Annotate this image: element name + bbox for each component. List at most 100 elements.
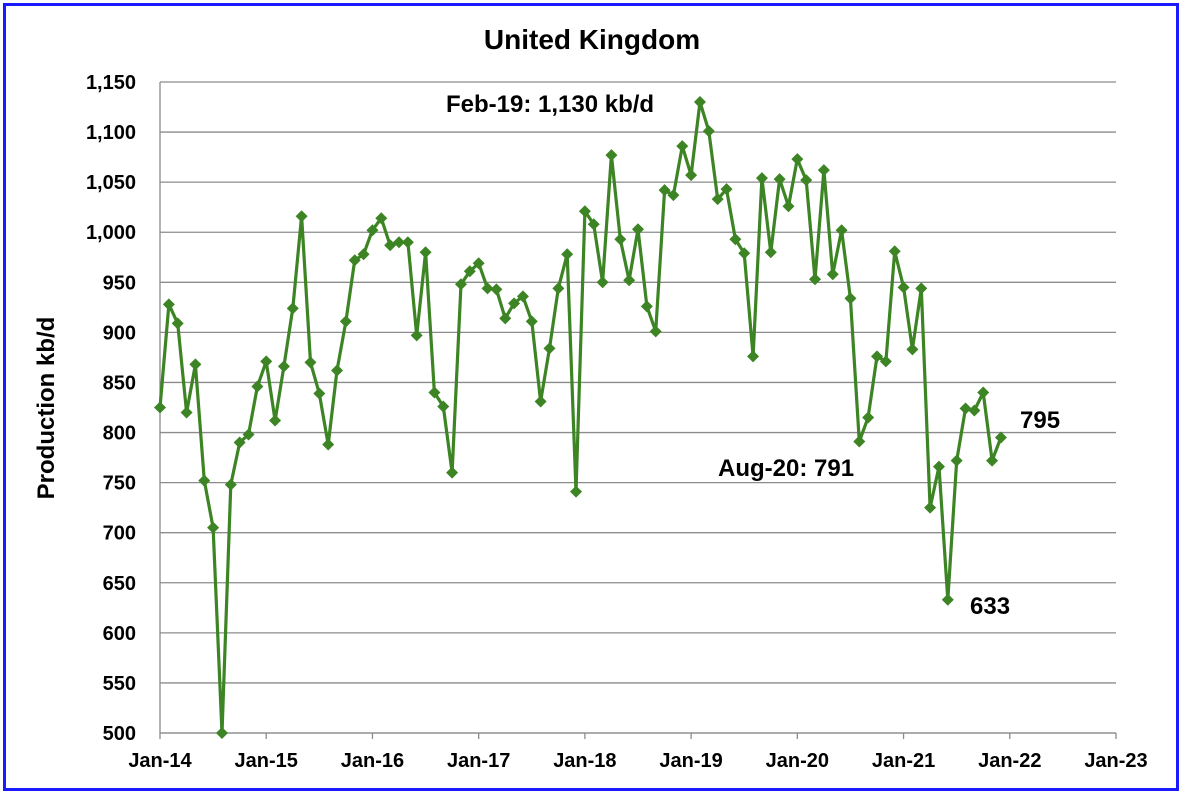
data-point [720,183,733,196]
data-point [614,233,627,246]
x-tick-label: Jan-16 [341,750,404,772]
x-tick-label: Jan-21 [872,750,935,772]
data-point [809,273,822,286]
data-point [738,247,751,260]
data-point [835,224,848,237]
data-point [561,248,574,261]
data-point [525,315,538,328]
data-point [198,474,211,487]
data-point [534,395,547,408]
x-tick-labels: Jan-14 Jan-15 Jan-16 Jan-17 Jan-18 Jan-19 Jan-… [128,750,1147,772]
annotation-aug20: Aug-20: 791 [718,455,854,482]
x-tick-label: Jan-14 [128,750,192,772]
y-tick-labels: 500 550 600 650 700 750 800 850 900 950 1,000 1,050… [86,72,136,745]
data-point [623,274,636,287]
series-production [154,96,1007,739]
data-point [269,414,282,427]
x-tick-label: Jan-23 [1084,750,1147,772]
data-point [286,302,299,315]
y-tick-label: 500 [103,723,136,745]
y-tick-label: 850 [103,372,136,394]
data-point [313,387,326,400]
data-point [260,355,273,368]
y-tick-label: 550 [103,673,136,695]
data-point [357,248,370,261]
data-point [508,297,521,310]
annotation-peak: Feb-19: 1,130 kb/d [446,91,654,118]
annotation-low: 633 [970,593,1010,620]
data-point [375,212,388,225]
data-point [154,401,166,414]
data-point [437,400,450,413]
data-point [322,438,335,451]
data-point [950,454,963,467]
data-point [605,149,618,162]
data-point [968,404,981,417]
y-tick-label: 1,000 [86,222,136,244]
data-point [773,173,786,186]
data-point [481,282,494,295]
data-point [366,224,379,237]
data-point [862,411,875,424]
x-tick-label: Jan-17 [447,750,510,772]
data-point [162,298,175,311]
data-point [924,501,937,514]
y-tick-label: 900 [103,322,136,344]
data-point [844,292,857,305]
x-tick-label: Jan-20 [766,750,829,772]
y-tick-label: 1,050 [86,172,136,194]
data-point [685,169,698,182]
y-axis-label: Production kb/d [33,317,60,500]
data-point [897,281,910,294]
data-point [304,356,317,369]
data-point [410,329,423,342]
data-point [295,210,308,223]
data-point [587,218,600,231]
data-point [986,454,999,467]
data-point [233,436,246,449]
y-tick-label: 600 [103,623,136,645]
data-point [915,282,928,295]
data-point [189,358,202,371]
annotation-latest: 795 [1020,407,1060,434]
data-point [711,193,724,206]
data-point [906,343,919,356]
y-tick-label: 1,100 [86,122,136,144]
x-tick-label: Jan-22 [978,750,1041,772]
data-point [516,290,529,303]
y-tick-label: 700 [103,523,136,545]
y-tick-label: 1,150 [86,72,136,94]
data-point [853,435,866,448]
y-tick-label: 800 [103,423,136,445]
data-point [702,125,715,138]
data-point [277,360,290,373]
data-point [693,96,706,109]
y-tick-label: 950 [103,272,136,294]
x-tick-label: Jan-18 [553,750,616,772]
data-point [446,466,459,479]
data-point [658,184,671,197]
data-point [215,727,228,739]
data-point [676,140,689,153]
data-point [428,386,441,399]
data-point [764,246,777,259]
data-point [932,460,945,473]
y-tick-label: 750 [103,473,136,495]
x-tick-label: Jan-19 [659,750,722,772]
data-point [242,428,255,441]
y-tick-label: 650 [103,573,136,595]
data-point [800,174,813,187]
data-point [791,153,804,166]
data-point [463,265,476,278]
data-point [817,164,830,177]
data-point [578,205,591,218]
data-point [649,325,662,338]
data-point [782,200,795,213]
data-point [959,402,972,415]
data-point [570,485,583,498]
data-point [596,276,609,289]
series-line [158,100,1003,735]
data-point [747,350,760,363]
data-point [994,431,1007,444]
